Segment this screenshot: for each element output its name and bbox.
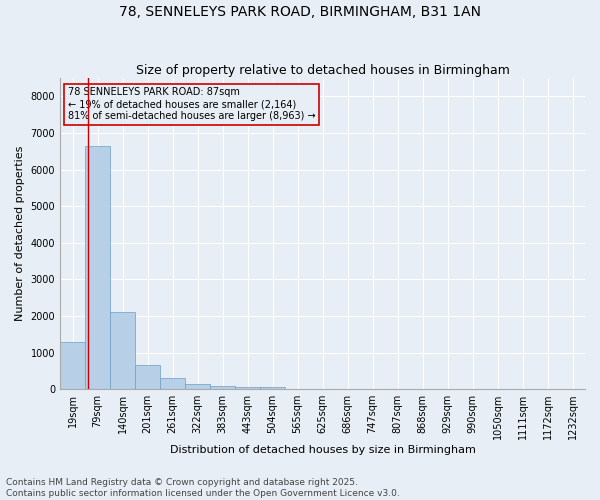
Bar — [160, 378, 185, 389]
Text: Contains HM Land Registry data © Crown copyright and database right 2025.
Contai: Contains HM Land Registry data © Crown c… — [6, 478, 400, 498]
Bar — [260, 388, 285, 389]
Bar — [110, 312, 135, 389]
Bar — [135, 364, 160, 389]
Bar — [85, 146, 110, 389]
Text: 78, SENNELEYS PARK ROAD, BIRMINGHAM, B31 1AN: 78, SENNELEYS PARK ROAD, BIRMINGHAM, B31… — [119, 5, 481, 19]
Bar — [210, 386, 235, 389]
Y-axis label: Number of detached properties: Number of detached properties — [15, 146, 25, 322]
Bar — [235, 387, 260, 389]
Text: 78 SENNELEYS PARK ROAD: 87sqm
← 19% of detached houses are smaller (2,164)
81% o: 78 SENNELEYS PARK ROAD: 87sqm ← 19% of d… — [68, 88, 316, 120]
Title: Size of property relative to detached houses in Birmingham: Size of property relative to detached ho… — [136, 64, 509, 77]
Bar — [185, 384, 210, 389]
X-axis label: Distribution of detached houses by size in Birmingham: Distribution of detached houses by size … — [170, 445, 475, 455]
Bar — [60, 342, 85, 389]
